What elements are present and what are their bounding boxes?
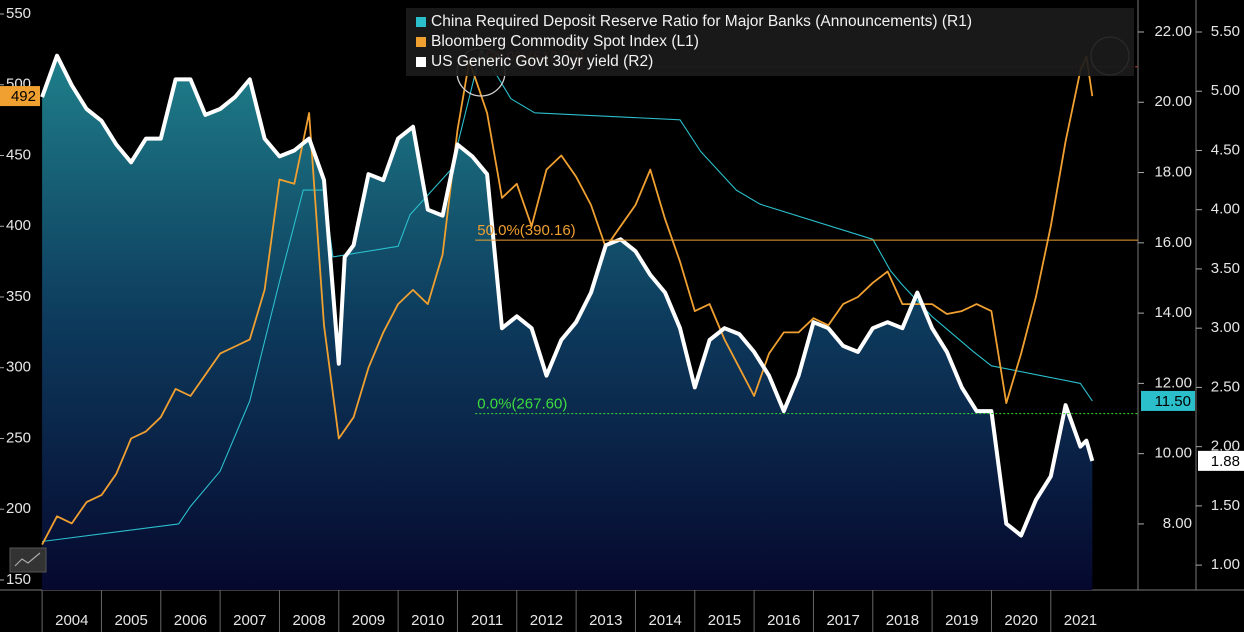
- line: [40, 53, 1095, 538]
- x-tick-label: 2020: [1004, 612, 1037, 629]
- x-tick-label: 2015: [708, 612, 741, 629]
- level-label: 50.0%(390.16): [477, 222, 575, 239]
- legend-label: Bloomberg Commodity Spot Index (L1): [431, 33, 699, 50]
- legend-label: China Required Deposit Reserve Ratio for…: [431, 13, 972, 30]
- last-value-label: 1.88: [1211, 453, 1240, 470]
- x-tick-label: 2013: [589, 612, 622, 629]
- y2-tick-label: 22.00: [1154, 23, 1192, 40]
- y2-tick-label: 14.00: [1154, 304, 1192, 321]
- y-tick-label: 150: [6, 571, 31, 588]
- y-tick-label: 550: [6, 5, 31, 22]
- legend-swatch: [416, 37, 426, 47]
- chart-icon-glyph: [14, 552, 41, 567]
- y3-tick-label: 1.00: [1211, 556, 1240, 573]
- y-tick-label: 200: [6, 500, 31, 517]
- y-tick-label: 300: [6, 359, 31, 376]
- x-tick-label: 2010: [411, 612, 444, 629]
- y2-tick-label: 8.00: [1163, 515, 1192, 532]
- x-tick-label: 2011: [471, 612, 503, 629]
- x-tick-label: 2012: [530, 612, 563, 629]
- x-tick-label: 2007: [233, 612, 266, 629]
- legend-box: [406, 8, 1134, 76]
- y2-tick-label: 16.00: [1154, 234, 1192, 251]
- y3-tick-label: 4.50: [1211, 141, 1240, 158]
- y3-tick-label: 3.00: [1211, 319, 1240, 336]
- x-tick-label: 2021: [1064, 612, 1097, 629]
- x-tick-label: 2008: [292, 612, 325, 629]
- y3-tick-label: 2.50: [1211, 378, 1240, 395]
- line: [41, 55, 1094, 546]
- level-label: 0.0%(267.60): [477, 396, 567, 413]
- last-value-tag: [1141, 390, 1195, 411]
- y3-tick-label: 5.50: [1211, 23, 1240, 40]
- x-tick-label: 2006: [174, 612, 207, 629]
- last-value-label: 492: [11, 88, 36, 105]
- y3-tick-label: 4.00: [1211, 201, 1240, 218]
- y3-tick-label: 2.00: [1211, 438, 1240, 455]
- legend-swatch: [416, 57, 426, 67]
- legend-swatch: [416, 17, 426, 27]
- y2-tick-label: 10.00: [1154, 445, 1192, 462]
- x-tick-label: 2019: [945, 612, 978, 629]
- y-tick-label: 400: [6, 217, 31, 234]
- x-tick-label: 2017: [826, 612, 859, 629]
- legend: China Required Deposit Reserve Ratio for…: [406, 8, 1134, 76]
- x-tick-label: 2009: [352, 612, 385, 629]
- legend-label: US Generic Govt 30yr yield (R2): [431, 53, 653, 70]
- y3-tick-label: 1.50: [1211, 497, 1240, 514]
- area: [42, 55, 1093, 590]
- x-tick-label: 2005: [114, 612, 147, 629]
- y-tick-label: 450: [6, 146, 31, 163]
- last-value-tag: [0, 86, 40, 107]
- y3-tick-label: 3.50: [1211, 260, 1240, 277]
- last-value-label: 11.50: [1155, 393, 1191, 410]
- y-tick-label: 350: [6, 288, 31, 305]
- y2-tick-label: 18.00: [1154, 164, 1192, 181]
- x-tick-label: 2004: [55, 612, 88, 629]
- x-tick-label: 2014: [648, 612, 681, 629]
- last-value-tag: [1198, 450, 1244, 471]
- y2-tick-label: 20.00: [1154, 93, 1192, 110]
- y2-tick-label: 12.00: [1154, 374, 1192, 391]
- y3-tick-label: 5.00: [1211, 82, 1240, 99]
- x-tick-label: 2016: [767, 612, 800, 629]
- y-tick-label: 250: [6, 429, 31, 446]
- chart-icon[interactable]: [9, 547, 47, 573]
- series-layer: [40, 48, 1095, 546]
- x-tick-label: 2018: [886, 612, 919, 629]
